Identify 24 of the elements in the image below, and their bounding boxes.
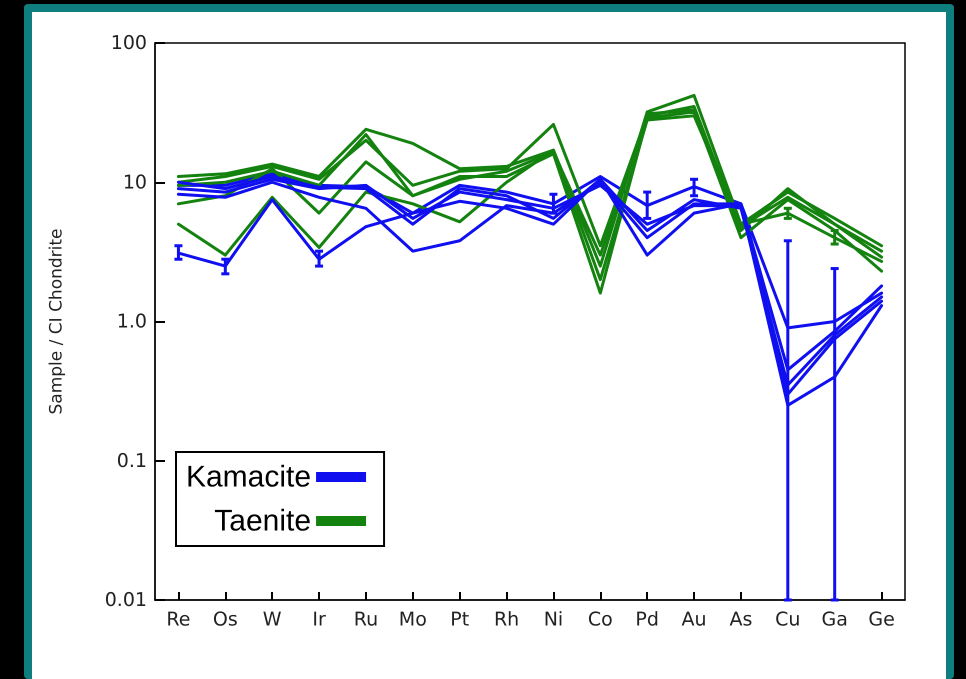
x-tick-label: Os — [212, 608, 238, 630]
y-tick-label: 1.0 — [116, 310, 147, 332]
y-tick-label: 100 — [110, 32, 147, 54]
x-tick-label: Mo — [398, 608, 427, 630]
x-tick-label: Rh — [494, 608, 520, 630]
x-tick-label: Ir — [312, 608, 326, 630]
x-tick-label: Pt — [450, 608, 470, 630]
x-tick-label: Cu — [775, 608, 800, 630]
x-tick-label: Ge — [868, 608, 895, 630]
x-tick-label: Pd — [635, 608, 659, 630]
y-tick-label: 0.01 — [104, 589, 147, 611]
x-tick-label: Ru — [354, 608, 378, 630]
x-tick-label: Co — [588, 608, 613, 630]
x-tick-label: As — [729, 608, 752, 630]
legend-label: Kamacite — [186, 460, 312, 494]
legend-label: Taenite — [214, 504, 312, 538]
x-tick-label: Ga — [822, 608, 848, 630]
x-tick-label: W — [262, 608, 282, 630]
x-tick-label: Ni — [544, 608, 564, 630]
y-tick-label: 10 — [122, 171, 147, 194]
x-tick-label: Au — [682, 608, 707, 630]
y-tick-label: 0.1 — [116, 450, 147, 472]
y-axis-title: Sample / CI Chondrite — [46, 228, 66, 415]
x-tick-label: Re — [166, 608, 190, 630]
